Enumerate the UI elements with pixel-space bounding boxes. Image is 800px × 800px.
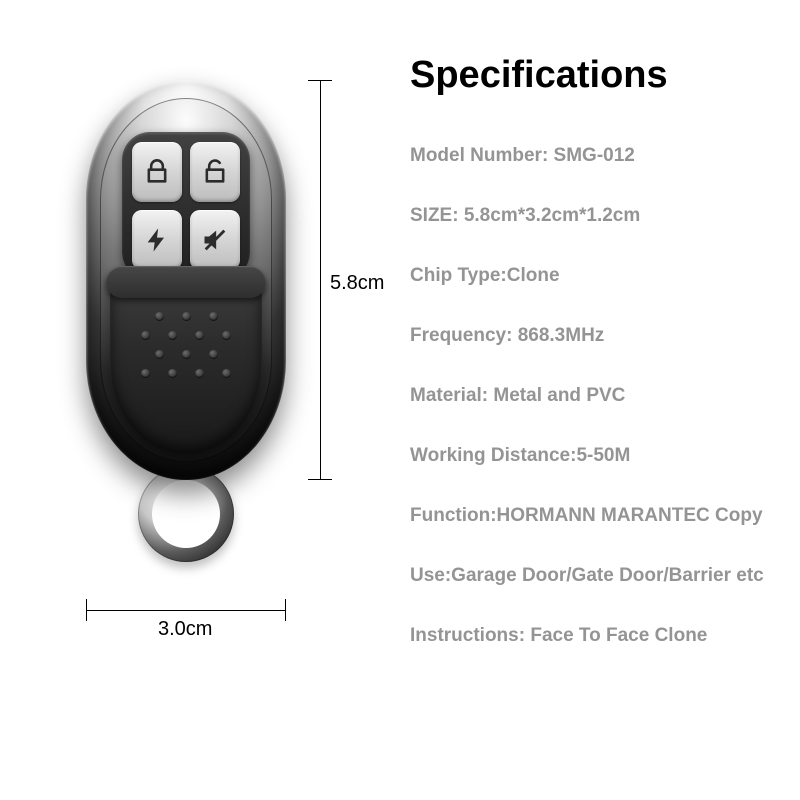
page-title: Specifications — [410, 54, 800, 97]
remote-body — [86, 80, 286, 480]
spec-row: Instructions: Face To Face Clone — [410, 625, 800, 647]
button-lock — [132, 142, 182, 202]
horizontal-dimension: 3.0cm — [86, 596, 286, 636]
button-unlock — [190, 142, 240, 202]
mute-icon — [201, 226, 229, 254]
product-image-area: 5.8cm 3.0cm — [0, 0, 398, 800]
height-label: 5.8cm — [330, 272, 384, 295]
button-lightning — [132, 210, 182, 270]
spec-row: Frequency: 868.3MHz — [410, 325, 800, 347]
spec-panel: Specifications Model Number: SMG-012 SIZ… — [398, 0, 800, 800]
button-mute — [190, 210, 240, 270]
lock-open-icon — [201, 158, 229, 186]
spec-row: Use:Garage Door/Gate Door/Barrier etc — [410, 565, 800, 587]
spec-row: Chip Type:Clone — [410, 265, 800, 287]
width-label: 3.0cm — [158, 618, 212, 641]
spec-row: Material: Metal and PVC — [410, 385, 800, 407]
cover-grip — [106, 266, 266, 298]
lock-closed-icon — [143, 158, 171, 186]
spec-row: Working Distance:5-50M — [410, 445, 800, 467]
spec-row: Function:HORMANN MARANTEC Copy — [410, 505, 800, 527]
slide-cover — [110, 278, 262, 454]
spec-row: SIZE: 5.8cm*3.2cm*1.2cm — [410, 205, 800, 227]
keyring — [138, 466, 234, 562]
cover-dot-grid — [110, 312, 262, 378]
button-plate — [122, 132, 250, 280]
spec-row: Model Number: SMG-012 — [410, 145, 800, 167]
vertical-dimension: 5.8cm — [302, 80, 372, 480]
lightning-icon — [143, 226, 171, 254]
